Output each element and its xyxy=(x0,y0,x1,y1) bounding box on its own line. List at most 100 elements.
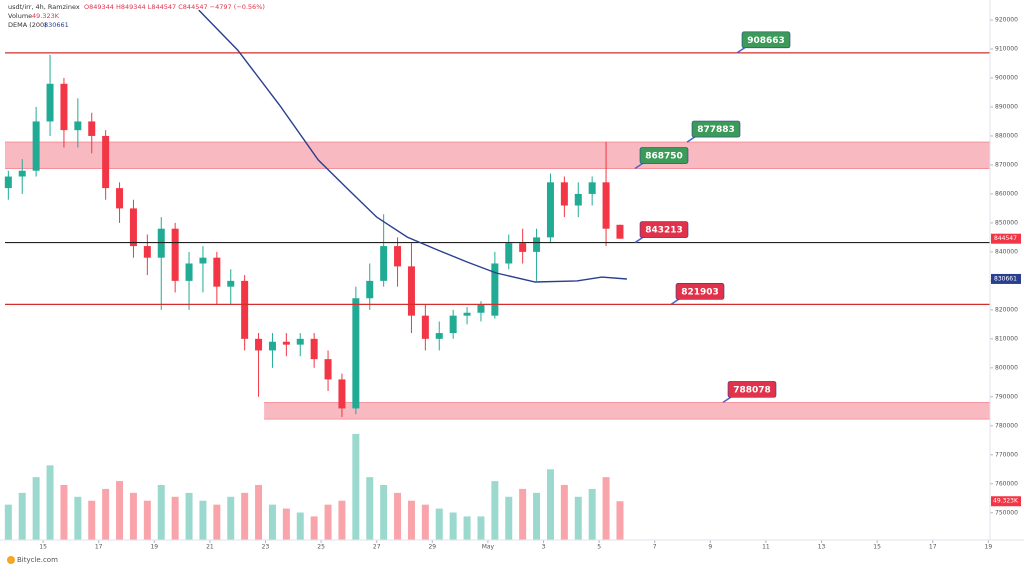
candle-body xyxy=(88,121,96,136)
callout-label: 843213 xyxy=(645,226,683,236)
volume-bar xyxy=(602,477,610,540)
symbol: usdt/irr, 4h, Ramzinex xyxy=(8,3,80,11)
volume-bar xyxy=(74,496,82,540)
y-tick-label: 890000 xyxy=(995,103,1018,110)
candle-body xyxy=(282,341,290,345)
volume-bar xyxy=(477,516,485,540)
candle-body xyxy=(60,83,68,131)
volume-bar xyxy=(574,496,582,540)
y-tick-label: 920000 xyxy=(995,17,1018,24)
candle-body xyxy=(199,257,207,264)
volume-bar xyxy=(616,501,624,540)
x-tick-label: 23 xyxy=(262,544,270,551)
callout-label: 877883 xyxy=(697,125,735,135)
volume-bar xyxy=(129,492,137,540)
volume-bar xyxy=(519,488,527,540)
candle-body xyxy=(380,246,388,281)
callout-box xyxy=(675,283,725,300)
y-tick-label: 880000 xyxy=(995,132,1018,139)
overlay-layer: 908663 877883 868750 843213 821903 788078 8445… xyxy=(5,9,1021,507)
callout-label: 821903 xyxy=(681,287,719,297)
volume-bar xyxy=(171,496,179,540)
volume-bar xyxy=(491,481,499,540)
candle-body xyxy=(241,280,249,339)
candle-body xyxy=(491,263,499,316)
candle-body xyxy=(477,304,485,313)
candle-body xyxy=(324,359,332,380)
y-tick-label: 800000 xyxy=(995,364,1018,371)
candle-body xyxy=(394,246,402,267)
candle-body xyxy=(296,338,304,345)
candle-body xyxy=(129,208,137,247)
candle-body xyxy=(171,228,179,281)
y-tick-label: 750000 xyxy=(995,509,1018,516)
callout-box xyxy=(727,381,777,398)
footer: Bitycle.com xyxy=(17,556,58,564)
volume-bar xyxy=(352,433,360,540)
x-tick-label: 19 xyxy=(985,544,993,551)
candle-body xyxy=(519,243,527,252)
volume-bar xyxy=(46,465,54,540)
volume-bar xyxy=(102,488,110,540)
volume-bar xyxy=(4,504,12,540)
candle-body xyxy=(546,182,554,238)
volume-tag: 49.323K xyxy=(993,498,1019,505)
candle-body xyxy=(449,315,457,334)
candle-body xyxy=(102,135,110,189)
x-tick-label: 3 xyxy=(542,544,546,551)
x-tick-label: 13 xyxy=(818,544,826,551)
footer-logo xyxy=(7,556,15,564)
volume-bar xyxy=(32,477,40,540)
candle-body xyxy=(268,341,276,351)
volume-bar xyxy=(463,516,471,540)
candle-body xyxy=(574,193,582,206)
y-tick-label: 860000 xyxy=(995,190,1018,197)
volume-bar xyxy=(533,492,541,540)
x-tick-label: 21 xyxy=(206,544,214,551)
candle-body xyxy=(352,298,360,409)
volume-bar xyxy=(338,500,346,540)
x-tick-label: 19 xyxy=(150,544,158,551)
candle-body xyxy=(463,312,471,316)
dema-tag-bg xyxy=(991,273,1021,284)
volume-bar xyxy=(505,496,513,540)
candles-layer xyxy=(4,54,624,418)
volume-bar xyxy=(310,516,318,540)
zones-layer xyxy=(5,141,990,420)
candle-body xyxy=(157,228,165,258)
dema-legend-value: 830661 xyxy=(44,21,69,29)
candle-body xyxy=(185,263,193,281)
last-price-tag: 844547 xyxy=(994,235,1017,242)
callout-label: 868750 xyxy=(645,152,683,162)
callout-label: 908663 xyxy=(747,36,785,46)
x-tick-label: 29 xyxy=(428,544,436,551)
x-tick-label: 9 xyxy=(708,544,712,551)
x-tick-label: 15 xyxy=(39,544,47,551)
candle-body xyxy=(32,121,40,171)
y-tick-label: 810000 xyxy=(995,335,1018,342)
callout-box xyxy=(639,221,689,238)
candle-body xyxy=(116,188,124,209)
callout-box xyxy=(639,147,689,164)
volume-bar xyxy=(213,504,221,540)
x-tick-label: 25 xyxy=(317,544,325,551)
candle-body xyxy=(18,170,26,177)
candle-body xyxy=(46,83,54,122)
candle-body xyxy=(338,379,346,409)
volume-bar xyxy=(449,512,457,540)
candle-body xyxy=(143,246,151,258)
volume-bar xyxy=(588,488,596,540)
last-price-tag-bg xyxy=(991,233,1021,244)
volume-bar xyxy=(199,500,207,540)
y-tick-label: 910000 xyxy=(995,45,1018,52)
volume-bar xyxy=(407,500,415,540)
volume-bar xyxy=(282,508,290,540)
candle-body xyxy=(602,182,610,229)
volume-bar xyxy=(157,485,165,540)
volume-bar xyxy=(116,481,124,540)
volume-bar xyxy=(366,477,374,540)
y-tick-label: 820000 xyxy=(995,306,1018,313)
volume-bar xyxy=(560,485,568,540)
x-tick-label: 7 xyxy=(653,544,657,551)
volume-legend: Volume xyxy=(8,12,32,20)
